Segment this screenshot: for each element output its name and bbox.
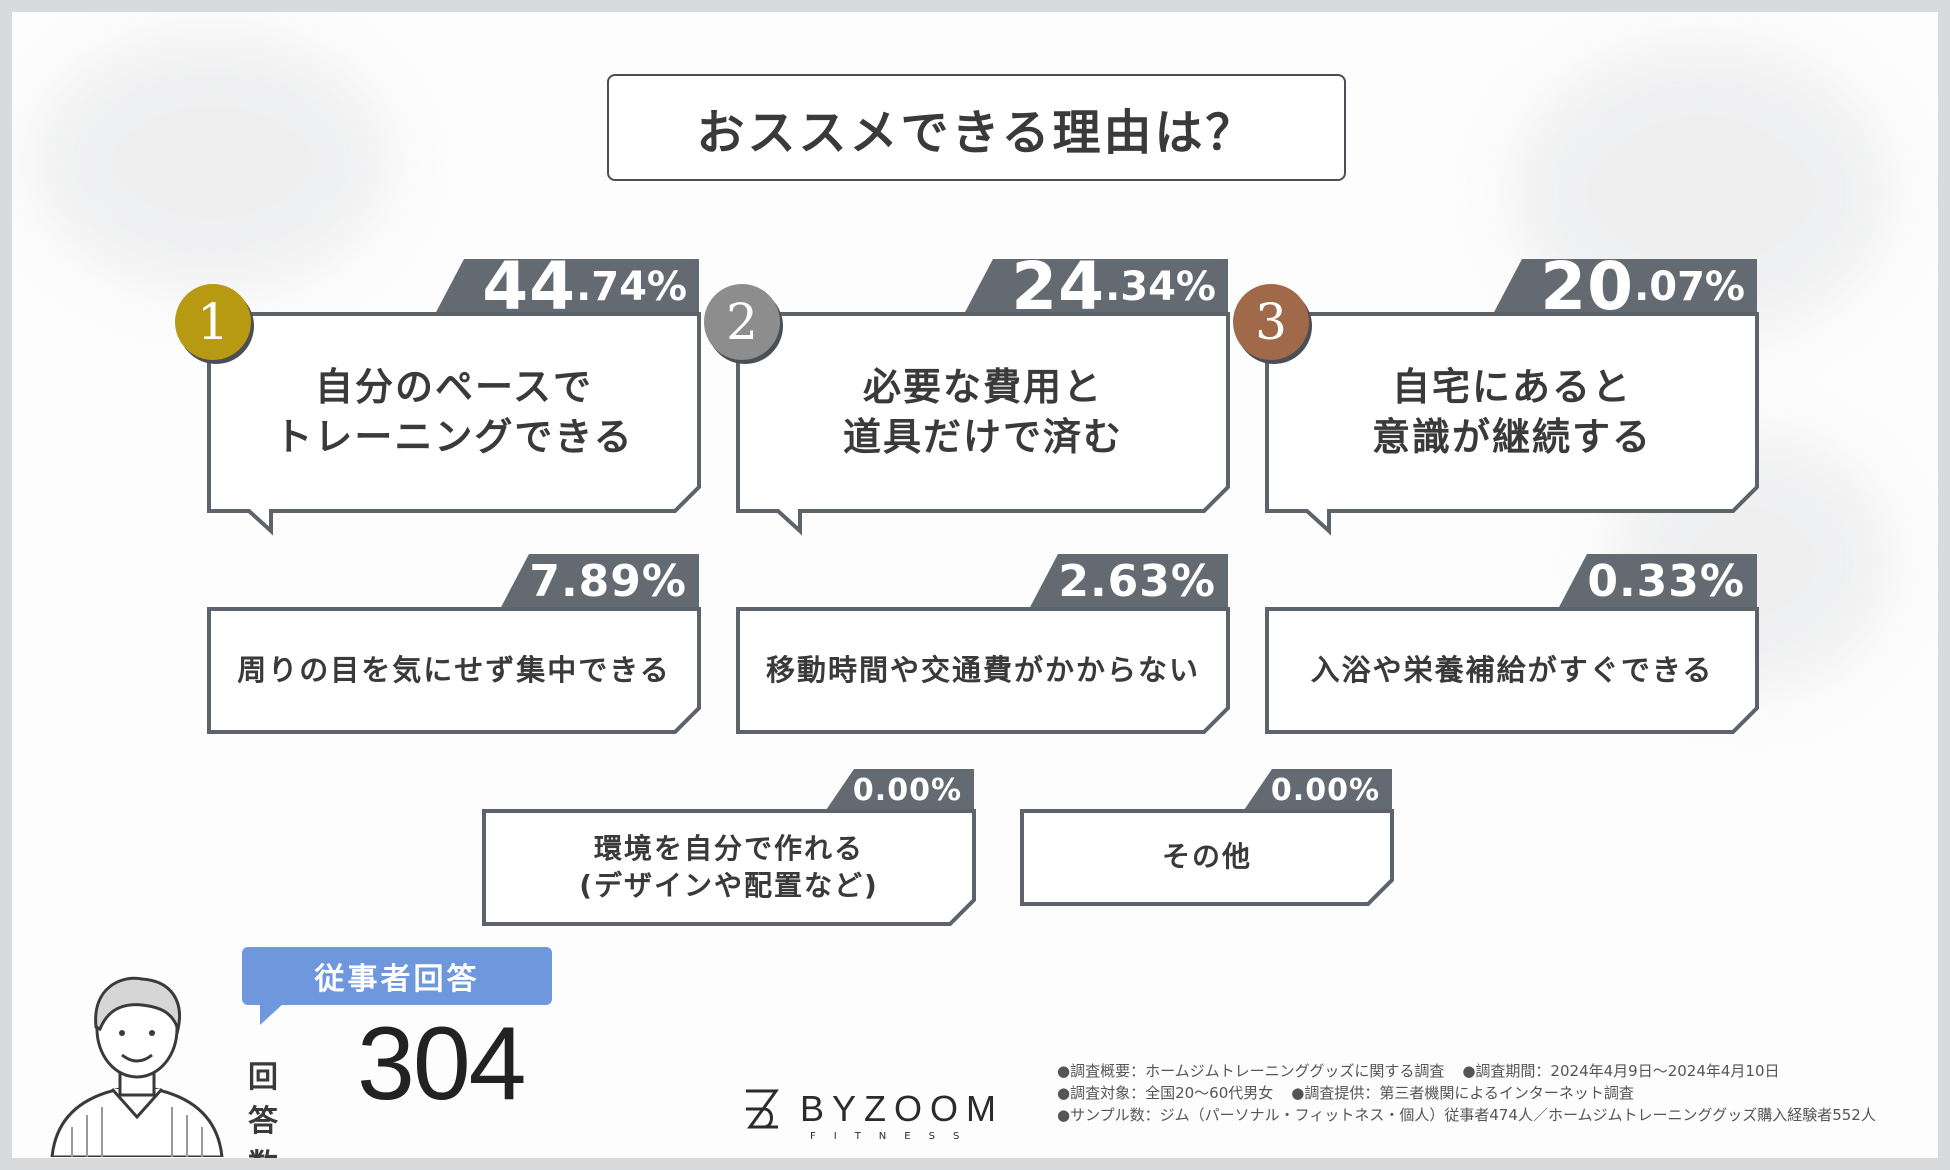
- reason-label: 移動時間や交通費がかからない: [738, 609, 1228, 732]
- rank-medal: 3: [1233, 284, 1309, 360]
- percent-decimal: .07%: [1634, 263, 1745, 310]
- respondent-label: 従事者回答: [242, 947, 552, 1005]
- reason-label-line: 意識が継続する: [1371, 414, 1652, 459]
- reason-bubble: 0.33% 入浴や栄養補給がすぐできる: [1265, 554, 1759, 734]
- percent-value: 7.89%: [529, 554, 687, 609]
- note-text: ●調査期間：2024年4月9日～2024年4月10日: [1462, 1062, 1780, 1080]
- percent-value: 0.33%: [1587, 554, 1745, 609]
- percent-text: 0.33%: [1587, 556, 1745, 607]
- percent-tab: [499, 554, 699, 611]
- reason-label: 自分のペースで トレーニングできる: [209, 314, 699, 511]
- percent-tab: [1028, 554, 1228, 611]
- reason-label: 必要な費用と 道具だけで済む: [738, 314, 1228, 511]
- bubble-outline: [1265, 607, 1759, 734]
- bubble-outline: [736, 312, 1230, 536]
- percent-tab: [1492, 259, 1757, 316]
- note-text: ●調査概要：ホームジムトレーニンググッズに関する調査: [1057, 1062, 1445, 1080]
- percent-decimal: .34%: [1105, 263, 1216, 310]
- reason-label-line: 自分のペースで: [314, 365, 594, 410]
- percent-tab: [824, 769, 974, 813]
- bubble-outline: [482, 809, 976, 926]
- reason-label-line: トレーニングできる: [274, 414, 634, 459]
- reason-label-line: その他: [1161, 840, 1252, 874]
- response-count: 304: [357, 1006, 527, 1122]
- reason-bubble: 44.74% 自分のペースで トレーニングできる 1: [175, 248, 701, 536]
- note-text: ●調査対象：全国20～60代男女: [1057, 1084, 1274, 1102]
- note-text: ●調査提供：第三者機関によるインターネット調査: [1291, 1084, 1634, 1102]
- respondent-label-tail: [260, 1003, 284, 1025]
- percent-decimal: .74%: [576, 263, 687, 310]
- reason-label: その他: [1022, 811, 1392, 904]
- rank-medal: 1: [175, 284, 251, 360]
- survey-notes: ●調査概要：ホームジムトレーニンググッズに関する調査 ●調査期間：2024年4月9…: [1057, 1060, 1894, 1126]
- percent-tab: [434, 259, 699, 316]
- reason-label-line: 入浴や栄養補給がすぐできる: [1310, 652, 1714, 687]
- bubble-frame: [207, 259, 701, 536]
- reason-label-line: (デザインや配置など): [579, 868, 879, 902]
- reason-label: 周りの目を気にせず集中できる: [209, 609, 699, 732]
- bubble-frame: [207, 554, 701, 734]
- note-text: ●サンプル数：ジム（パーソナル・フィットネス・個人）従事者474人／ホームジムト…: [1057, 1106, 1876, 1124]
- reason-label: 入浴や栄養補給がすぐできる: [1267, 609, 1757, 732]
- percent-value: 0.00%: [853, 769, 962, 811]
- reason-label-line: 移動時間や交通費がかからない: [765, 652, 1200, 687]
- reason-label-line: 道具だけで済む: [842, 414, 1123, 459]
- chart-title: おススメできる理由は？: [607, 74, 1346, 181]
- reason-bubble: 0.00% その他: [1020, 769, 1394, 906]
- brand-logo: BYZOOM FITNESS: [742, 1087, 1005, 1142]
- percent-tab: [963, 259, 1228, 316]
- reason-label-line: 環境を自分で作れる: [593, 832, 864, 866]
- reason-bubble: 7.89% 周りの目を気にせず集中できる: [207, 554, 701, 734]
- bubble-outline: [1020, 809, 1394, 906]
- reason-label-line: 周りの目を気にせず集中できる: [237, 652, 671, 687]
- bubble-frame: [736, 259, 1230, 536]
- bubble-outline: [207, 312, 701, 536]
- reason-bubble: 0.00% 環境を自分で作れる (デザインや配置など): [482, 769, 976, 926]
- reason-label-line: 必要な費用と: [862, 365, 1103, 410]
- percent-tab: [1557, 554, 1757, 611]
- percent-integer: 24: [1011, 248, 1106, 325]
- percent-value: 44.74%: [482, 248, 687, 325]
- reason-bubble: 2.63% 移動時間や交通費がかからない: [736, 554, 1230, 734]
- bubble-outline: [1265, 312, 1759, 536]
- rank-medal: 2: [704, 284, 780, 360]
- percent-text: 0.00%: [1270, 772, 1380, 808]
- percent-text: 2.63%: [1058, 556, 1216, 607]
- percent-value: 2.63%: [1058, 554, 1216, 609]
- percent-integer: 20: [1540, 248, 1635, 325]
- percent-tab: [1242, 769, 1392, 813]
- note-row: ●調査概要：ホームジムトレーニンググッズに関する調査 ●調査期間：2024年4月9…: [1057, 1060, 1894, 1082]
- bubble-frame: [1265, 554, 1759, 734]
- reason-label: 環境を自分で作れる (デザインや配置など): [484, 811, 974, 924]
- response-count-label: 回答数: [248, 1060, 280, 1158]
- bubble-frame: [1020, 769, 1394, 906]
- logo-wordmark: BYZOOM: [800, 1088, 1005, 1129]
- bubble-outline: [736, 607, 1230, 734]
- percent-text: 7.89%: [529, 556, 687, 607]
- bubble-frame: [736, 554, 1230, 734]
- note-row: ●サンプル数：ジム（パーソナル・フィットネス・個人）従事者474人／ホームジムト…: [1057, 1104, 1894, 1126]
- bubble-outline: [207, 607, 701, 734]
- reason-bubble: 24.34% 必要な費用と 道具だけで済む 2: [704, 248, 1230, 536]
- reason-bubble: 20.07% 自宅にあると 意識が継続する 3: [1233, 248, 1759, 536]
- percent-value: 0.00%: [1271, 769, 1380, 811]
- percent-value: 24.34%: [1011, 248, 1216, 325]
- byzoom-mark-icon: [746, 1089, 779, 1129]
- percent-integer: 44: [482, 248, 577, 325]
- percent-value: 20.07%: [1540, 248, 1745, 325]
- person-icon: [50, 976, 224, 1157]
- note-row: ●調査対象：全国20～60代男女 ●調査提供：第三者機関によるインターネット調査: [1057, 1082, 1894, 1104]
- logo-subtitle: FITNESS: [810, 1131, 978, 1142]
- reason-label: 自宅にあると 意識が継続する: [1267, 314, 1757, 511]
- bubble-frame: [482, 769, 976, 926]
- bubble-frame: [1265, 259, 1759, 536]
- percent-text: 0.00%: [852, 772, 962, 808]
- infographic-card: おススメできる理由は？ 44.74% 自分のペースで トレーニングできる 1 24.34…: [12, 12, 1938, 1158]
- reason-label-line: 自宅にあると: [1391, 365, 1632, 410]
